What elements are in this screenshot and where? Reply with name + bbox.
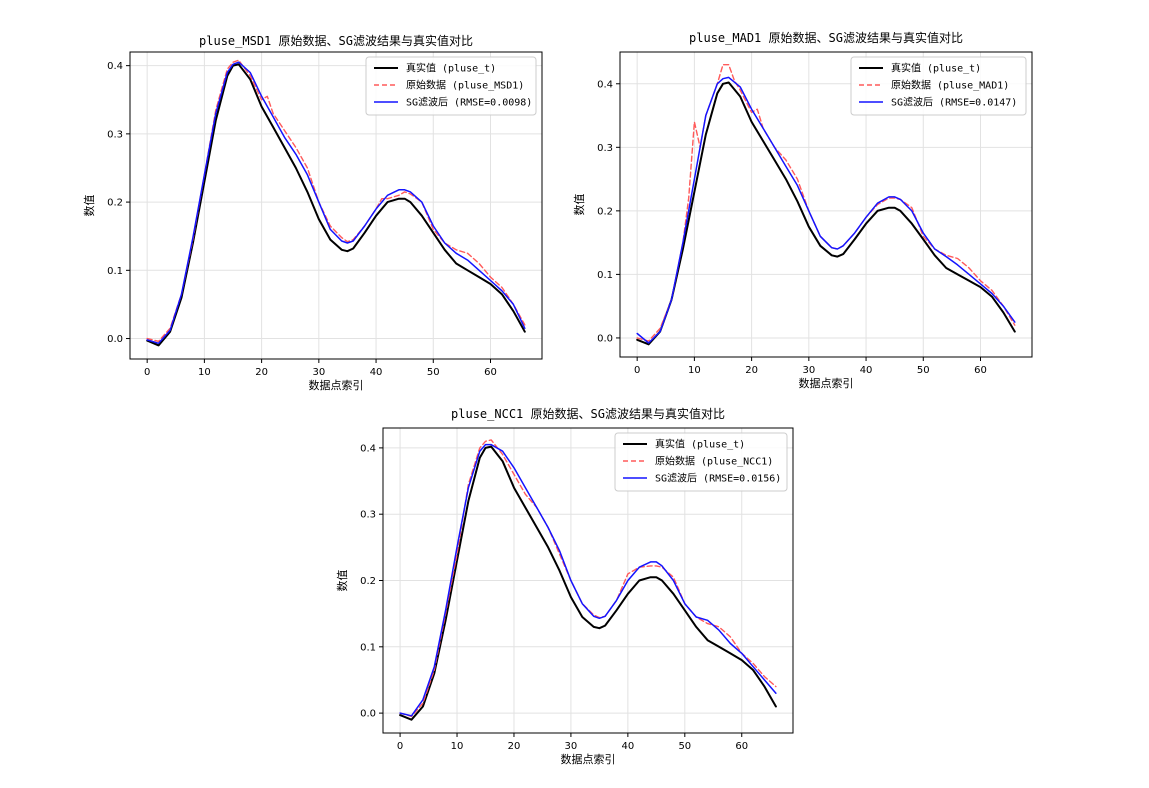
y-tick-label: 0.1	[107, 266, 123, 277]
y-tick-label: 0.3	[107, 129, 123, 140]
series-line-2	[146, 61, 526, 345]
chart-panel-1: 0 10 20 30 40 50 60 0.0 0.1 0.2 0.3 0.4 pluse_MAD1 原…	[573, 30, 1033, 390]
series-line-2	[399, 443, 777, 717]
series-line-2	[636, 76, 1016, 344]
chart-panel-2: 0 10 20 30 40 50 60 0.0 0.1 0.2 0.3 0.4 pluse_NCC1 原…	[336, 406, 794, 766]
legend: 真实值 (pluse_t) 原始数据 (pluse_MAD1) SG滤波后 (RMS…	[850, 56, 1027, 116]
x-axis-label: 数据点索引	[309, 378, 364, 392]
x-tick-label: 60	[484, 367, 497, 378]
y-tick-label: 0.2	[360, 576, 376, 587]
x-tick-label: 0	[397, 741, 403, 752]
x-tick-label: 0	[144, 367, 150, 378]
x-tick-label: 0	[634, 365, 640, 376]
legend-box	[365, 56, 537, 116]
x-axis-label: 数据点索引	[561, 752, 616, 766]
series-line-1	[399, 439, 777, 718]
series-line-0	[399, 445, 777, 721]
y-tick-label: 0.1	[360, 642, 376, 653]
series-group	[636, 63, 1016, 346]
y-tick-label: 0.4	[107, 61, 123, 72]
x-tick-label: 60	[735, 741, 748, 752]
series-group	[399, 439, 777, 721]
legend-label-0: 真实值 (pluse_t)	[655, 438, 745, 451]
x-tick-label: 50	[427, 367, 440, 378]
series-group	[146, 59, 526, 347]
y-tick-label: 0.0	[597, 333, 613, 344]
x-tick-label: 40	[621, 741, 634, 752]
x-tick-label: 60	[974, 365, 987, 376]
y-tick-label: 0.0	[107, 334, 123, 345]
legend-label-2: SG滤波后 (RMSE=0.0156)	[655, 472, 781, 485]
legend-label-2: SG滤波后 (RMSE=0.0147)	[891, 96, 1017, 109]
x-tick-label: 30	[565, 741, 578, 752]
series-line-0	[146, 63, 526, 347]
x-tick-label: 10	[451, 741, 464, 752]
y-axis-label: 数值	[83, 195, 96, 217]
x-tick-label: 20	[508, 741, 521, 752]
y-tick-label: 0.3	[597, 143, 613, 154]
x-tick-label: 30	[802, 365, 815, 376]
y-tick-label: 0.4	[360, 443, 376, 454]
legend-box	[614, 432, 788, 492]
legend-label-1: 原始数据 (pluse_MSD1)	[406, 79, 524, 92]
legend-box	[850, 56, 1027, 116]
x-tick-label: 40	[370, 367, 383, 378]
series-line-0	[636, 81, 1016, 346]
x-tick-label: 10	[198, 367, 211, 378]
x-tick-label: 20	[255, 367, 268, 378]
y-tick-label: 0.2	[107, 198, 123, 209]
legend-label-1: 原始数据 (pluse_MAD1)	[891, 79, 1009, 92]
x-tick-label: 50	[678, 741, 691, 752]
chart-title: pluse_NCC1 原始数据、SG滤波结果与真实值对比	[451, 406, 725, 421]
y-axis-label: 数值	[336, 570, 349, 592]
chart-title: pluse_MSD1 原始数据、SG滤波结果与真实值对比	[199, 33, 473, 48]
y-tick-label: 0.0	[360, 709, 376, 720]
series-line-1	[146, 59, 526, 342]
y-tick-label: 0.4	[597, 79, 613, 90]
y-axis-label: 数值	[573, 194, 586, 216]
chart-title: pluse_MAD1 原始数据、SG滤波结果与真实值对比	[689, 30, 963, 45]
chart-panel-0: 0 10 20 30 40 50 60 0.0 0.1 0.2 0.3 0.4 pluse_MSD1 原…	[83, 33, 543, 392]
plot-frame	[129, 51, 543, 360]
x-tick-label: 20	[745, 365, 758, 376]
y-tick-label: 0.2	[597, 206, 613, 217]
legend: 真实值 (pluse_t) 原始数据 (pluse_MSD1) SG滤波后 (RMS…	[365, 56, 537, 116]
y-tick-label: 0.1	[597, 270, 613, 281]
x-tick-label: 10	[688, 365, 701, 376]
legend: 真实值 (pluse_t) 原始数据 (pluse_NCC1) SG滤波后 (RMS…	[614, 432, 788, 492]
legend-label-0: 真实值 (pluse_t)	[406, 62, 496, 75]
legend-label-1: 原始数据 (pluse_NCC1)	[655, 455, 773, 468]
legend-label-2: SG滤波后 (RMSE=0.0098)	[406, 96, 532, 109]
plot-frame	[619, 51, 1033, 358]
x-tick-label: 50	[917, 365, 930, 376]
legend-label-0: 真实值 (pluse_t)	[891, 62, 981, 75]
x-tick-label: 30	[312, 367, 325, 378]
x-axis-label: 数据点索引	[799, 376, 854, 390]
y-tick-label: 0.3	[360, 510, 376, 521]
x-tick-label: 40	[860, 365, 873, 376]
